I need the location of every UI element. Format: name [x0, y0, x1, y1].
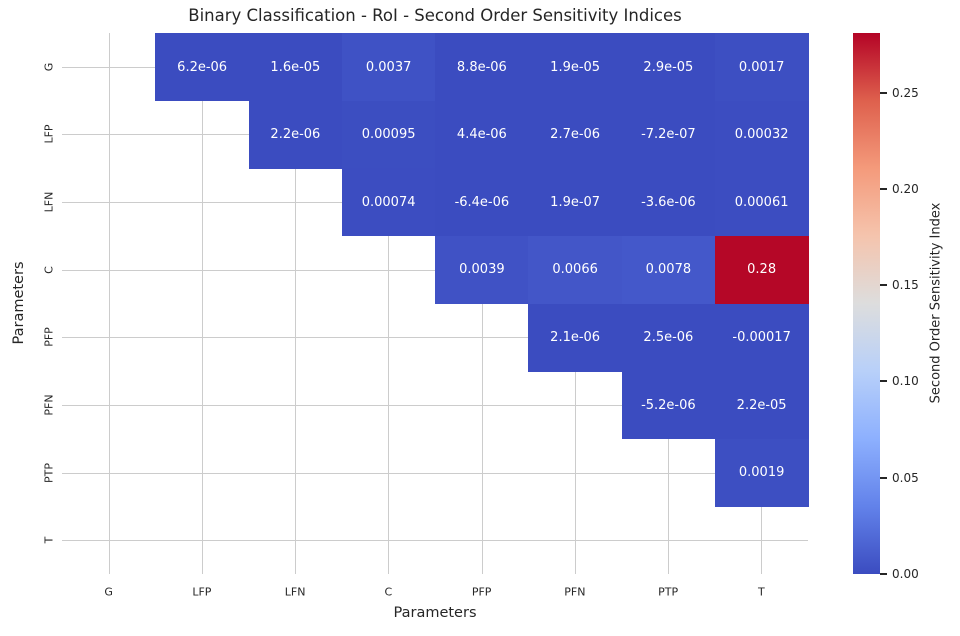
- gridline-horizontal: [62, 472, 808, 474]
- x-axis-label: Parameters: [393, 605, 477, 621]
- y-axis-label: Parameters: [11, 261, 27, 345]
- y-tick-label: PFP: [42, 327, 56, 348]
- x-tick-label: T: [758, 585, 765, 599]
- colorbar-tick: [880, 187, 887, 190]
- heatmap-cell: 6.2e-06: [155, 33, 249, 102]
- heatmap-cell: 2.2e-06: [248, 100, 343, 169]
- x-tick-label: PFN: [564, 585, 586, 599]
- heatmap-cell: 0.0017: [714, 33, 809, 102]
- heatmap-cell: 0.0078: [621, 235, 716, 304]
- colorbar-tick-label: 0.15: [892, 278, 919, 293]
- gridline-horizontal: [62, 540, 808, 542]
- heatmap-cell: 0.28: [714, 235, 809, 304]
- heatmap-cell: 0.0039: [435, 235, 529, 304]
- heatmap-cell: 8.8e-06: [435, 33, 529, 102]
- y-tick-label: C: [42, 265, 56, 274]
- heatmap-cell: 2.5e-06: [621, 303, 716, 372]
- gridline-vertical: [388, 33, 390, 574]
- heatmap-cell: 1.9e-07: [528, 168, 622, 237]
- heatmap-cell: 1.9e-05: [528, 33, 622, 102]
- colorbar-tick: [880, 476, 887, 479]
- colorbar-tick: [880, 91, 887, 94]
- gridline-horizontal: [62, 404, 808, 406]
- x-tick-label: G: [104, 585, 113, 599]
- heatmap-cell: 4.4e-06: [435, 100, 529, 169]
- heatmap-cell: 0.00095: [341, 100, 436, 169]
- y-tick-label: LFP: [42, 124, 56, 144]
- colorbar-tick-label: 0.10: [892, 374, 919, 389]
- colorbar-tick: [880, 380, 887, 383]
- heatmap-cell: -0.00017: [714, 303, 809, 372]
- heatmap-cell: 2.7e-06: [528, 100, 622, 169]
- heatmap-cell: 0.0019: [714, 438, 809, 507]
- x-tick-label: C: [384, 585, 393, 599]
- y-tick-label: PTP: [42, 462, 56, 483]
- heatmap-cell: 0.0037: [341, 33, 436, 102]
- colorbar-tick-label: 0.00: [892, 567, 919, 581]
- heatmap-cell: 1.6e-05: [248, 33, 343, 102]
- y-tick-label: LFN: [42, 191, 56, 213]
- gridline-vertical: [295, 33, 297, 574]
- heatmap-cell: 2.2e-05: [714, 371, 809, 440]
- colorbar-tick-label: 0.20: [892, 181, 919, 196]
- colorbar-tick-label: 0.25: [892, 85, 919, 100]
- y-tick-label: G: [42, 62, 56, 72]
- gridline-vertical: [108, 33, 110, 574]
- heatmap-cell: 0.00061: [714, 168, 809, 237]
- x-tick-label: LFP: [192, 585, 212, 599]
- colorbar-label: Second Order Sensitivity Index: [928, 202, 944, 404]
- y-tick-label: T: [42, 536, 56, 544]
- heatmap-cell: 0.00032: [714, 100, 809, 169]
- heatmap-cell: -3.6e-06: [621, 168, 716, 237]
- gridline-vertical: [201, 33, 203, 574]
- colorbar-tick: [880, 573, 887, 575]
- x-tick-label: PTP: [658, 585, 679, 599]
- heatmap-cell: 2.9e-05: [621, 33, 716, 102]
- colorbar-tick: [880, 284, 887, 287]
- heatmap-cell: -5.2e-06: [621, 371, 716, 440]
- colorbar-tick-label: 0.05: [892, 470, 919, 485]
- heatmap-cell: 0.00074: [341, 168, 436, 237]
- heatmap-plot: 6.2e-06 1.6e-05 0.0037 8.8e-06 1.9e-05 2.9e-0…: [62, 33, 809, 574]
- heatmap-cell: 2.1e-06: [528, 303, 622, 372]
- heatmap-cell: -6.4e-06: [435, 168, 529, 237]
- colorbar: [853, 33, 880, 574]
- chart-title: Binary Classification - RoI - Second Ord…: [188, 6, 682, 25]
- y-tick-label: PFN: [42, 394, 56, 416]
- heatmap-cell: -7.2e-07: [621, 100, 716, 169]
- x-tick-label: PFP: [471, 585, 492, 599]
- gridline-horizontal: [62, 337, 808, 339]
- heatmap-cell: 0.0066: [528, 235, 622, 304]
- x-tick-label: LFN: [284, 585, 306, 599]
